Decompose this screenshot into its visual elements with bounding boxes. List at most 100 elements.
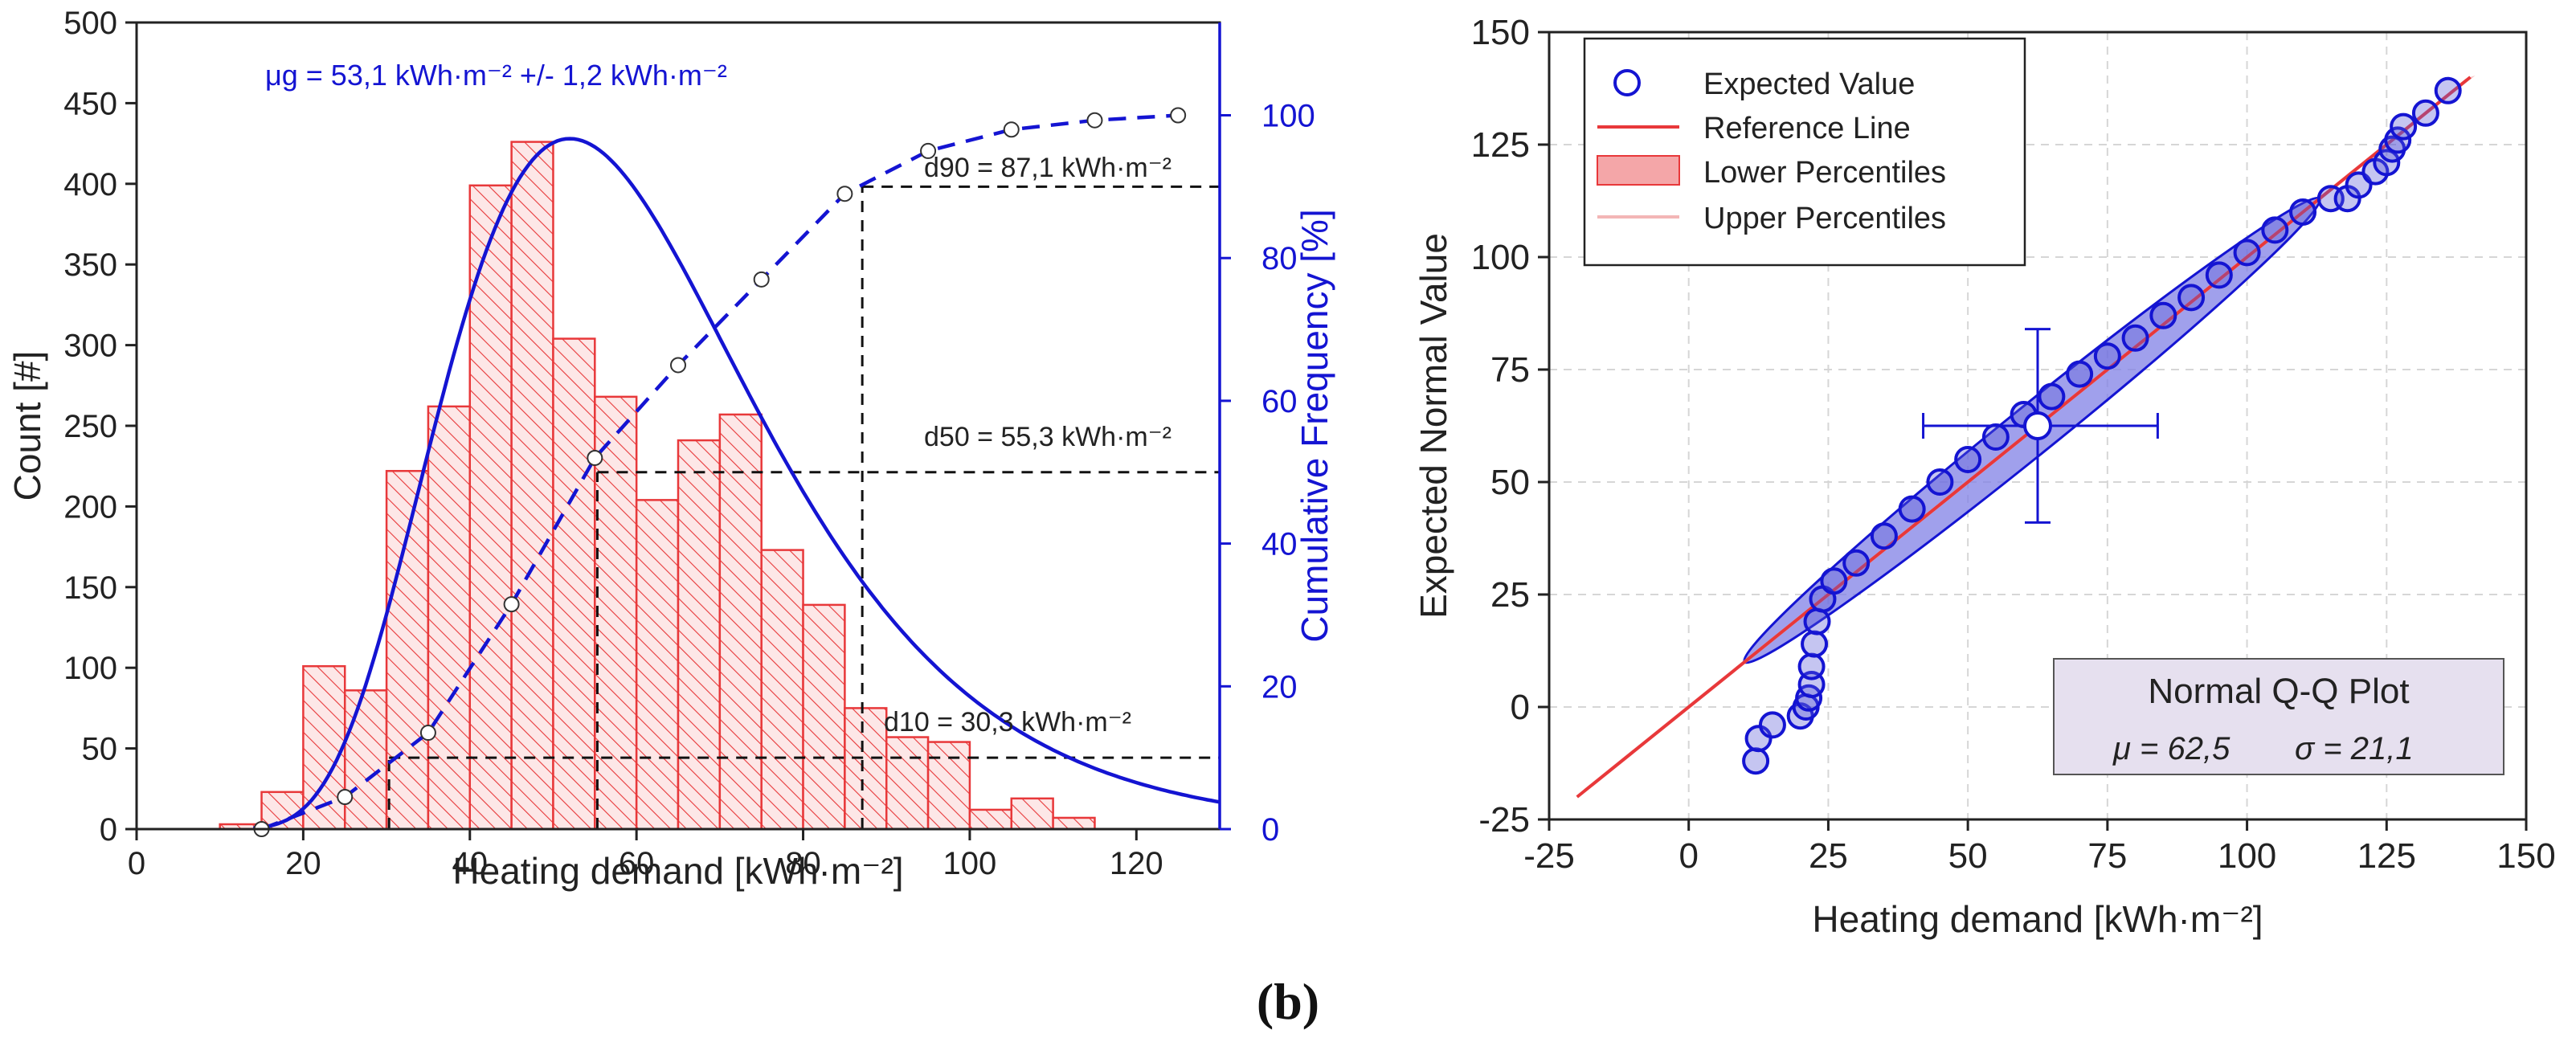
d50-label: d50 = 55,3 kWh·m⁻² (924, 422, 1171, 452)
histogram-bar (343, 689, 388, 831)
expected-value-point (2205, 261, 2233, 289)
y2-tick-label: 20 (1261, 669, 1298, 705)
qq-axes: -25 0 25 50 75 100 125 150 -25 0 25 50 75 100 125 150 (1471, 13, 2556, 876)
x-tick-label: -25 (1523, 836, 1575, 876)
y-tick-label: 350 (63, 247, 117, 283)
stats-box-title: Normal Q-Q Plot (2148, 672, 2409, 711)
legend-box (1583, 37, 2026, 267)
cumulative-point (1003, 121, 1020, 138)
x-tick-label: 25 (1809, 836, 1848, 876)
x-tick-label: 100 (943, 846, 997, 881)
legend-marker-expected-value (1613, 69, 1641, 96)
x-tick-label: 40 (452, 846, 489, 881)
x-tick-label: 80 (785, 846, 821, 881)
mean-error-bars (1922, 328, 2159, 524)
y-tick-label: 0 (100, 812, 117, 848)
y-tick-label: 75 (1490, 350, 1530, 390)
stats-box-mu: μ = 62,5 (2112, 731, 2230, 766)
histogram-bar (1010, 797, 1054, 831)
y2-tick-label: 60 (1261, 384, 1298, 419)
expected-value-point (1898, 495, 1926, 523)
histogram-bar (1052, 816, 1096, 831)
expected-value-point (2373, 149, 2401, 177)
expected-value-point (2233, 239, 2261, 267)
d10-label: d10 = 30,3 kWh·m⁻² (884, 707, 1131, 738)
histogram-chart: 0 20 40 60 80 100 1200501001502002503003504004… (6, 6, 1335, 892)
legend-label-expected-value: Expected Value (1703, 67, 1915, 101)
legend-marker-lower-percentiles (1597, 155, 1680, 186)
cumulative-point (836, 186, 853, 202)
reference-line-layer (1576, 76, 2472, 799)
y2-tick-label: 0 (1261, 812, 1279, 848)
histogram-bar (552, 337, 596, 831)
expected-value-point (1758, 711, 1786, 739)
mu-g-label: μg = 53,1 kWh·m⁻² +/- 1,2 kWh·m⁻² (265, 59, 727, 92)
x-tick-label: 20 (285, 846, 321, 881)
histogram-y-axis-title: Count [#] (6, 351, 48, 501)
expected-value-point (1803, 607, 1831, 635)
expected-value-point (1981, 423, 2010, 451)
percentile-guide-lines (387, 185, 1220, 829)
histogram-bar (677, 439, 722, 831)
x-tick-label: 60 (619, 846, 655, 881)
expected-value-point (1797, 652, 1826, 680)
x-tick-label: 100 (2218, 836, 2276, 876)
qq-legend: Expected Value Reference Line Lower Perc… (1583, 37, 2026, 267)
legend-label-lower-percentiles: Lower Percentiles (1703, 156, 1946, 190)
histogram-bar (968, 808, 1013, 831)
expected-value-point (2289, 198, 2317, 226)
qq-plot-frame (1548, 31, 2528, 821)
y-tick-label: 100 (1471, 238, 1530, 277)
y-tick-label: 125 (1471, 125, 1530, 165)
expected-value-point (2121, 324, 2149, 352)
expected-value-point (1926, 468, 1954, 496)
expected-value-point (1742, 747, 1770, 775)
y-tick-label: 25 (1490, 575, 1530, 615)
expected-value-point (2066, 360, 2094, 388)
y2-tick-label: 80 (1261, 241, 1298, 276)
y-tick-label: 50 (1490, 463, 1530, 502)
histogram-bar (635, 499, 680, 831)
histogram-axes: 0 20 40 60 80 100 1200501001502002503003504004… (63, 6, 1315, 881)
expected-value-point (2384, 126, 2412, 154)
y-tick-label: 500 (63, 6, 117, 41)
expected-value-point (2411, 99, 2439, 127)
histogram-bar (427, 405, 472, 831)
cumulative-point (419, 725, 436, 742)
x-tick-label: 0 (1678, 836, 1698, 876)
histogram-bar (468, 184, 513, 831)
expected-value-point (1820, 567, 1848, 595)
cumulative-curve (260, 113, 1179, 832)
y-tick-label: 200 (63, 489, 117, 525)
cumulative-point (1170, 107, 1187, 124)
cumulative-point (920, 142, 937, 159)
lognormal-fit-curve (252, 137, 1221, 831)
cumulative-point (670, 357, 686, 374)
x-tick-label: 125 (2357, 836, 2416, 876)
expected-value-point (1954, 446, 1982, 473)
cumulative-point (337, 789, 354, 806)
cumulative-point (753, 271, 770, 288)
histogram-bar (760, 549, 804, 831)
histogram-bar (885, 736, 930, 831)
expected-value-point (2390, 112, 2418, 141)
expected-value-point (2434, 76, 2462, 104)
qq-y-axis-title: Expected Normal Value (1413, 233, 1454, 619)
expected-value-point (2177, 284, 2206, 312)
stats-box-background (2053, 658, 2504, 775)
y-tick-label: -25 (1478, 800, 1530, 840)
legend-label-upper-percentiles: Upper Percentiles (1703, 202, 1946, 235)
histogram-bar (844, 707, 888, 831)
y-tick-label: 250 (63, 409, 117, 444)
x-tick-label: 150 (2496, 836, 2555, 876)
y-tick-label: 100 (63, 651, 117, 686)
expected-value-point (2261, 216, 2289, 244)
expected-value-points (1742, 76, 2462, 775)
cumulative-point (587, 449, 603, 466)
y-tick-label: 450 (63, 86, 117, 121)
histogram-y2-axis-title: Cumulative Frequency [%] (1294, 209, 1335, 642)
reference-line (1576, 76, 2472, 799)
y-tick-label: 150 (63, 570, 117, 606)
histogram-bar (510, 141, 554, 831)
